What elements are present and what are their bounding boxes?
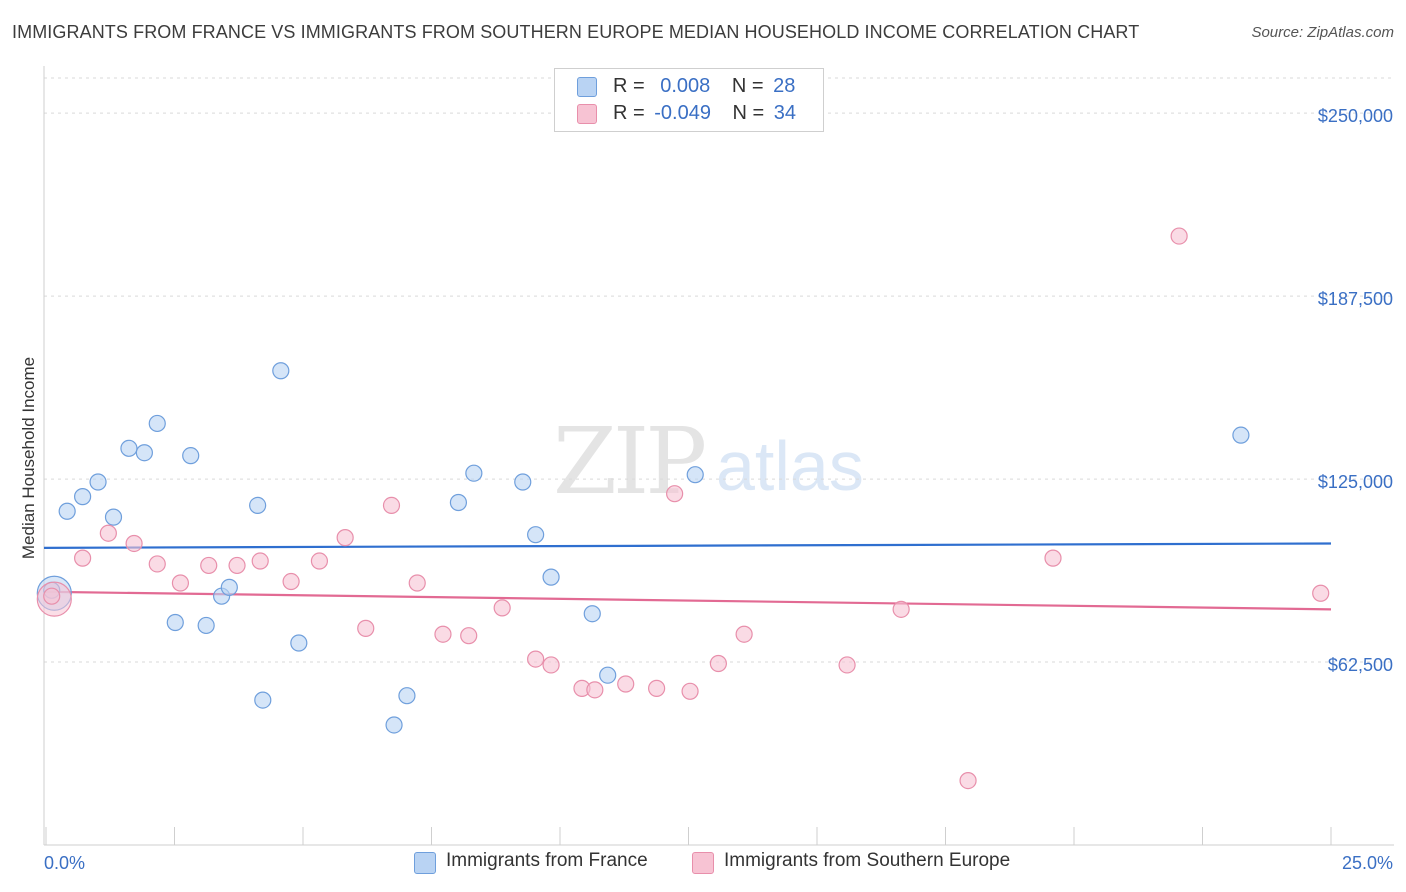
data-point-southern	[228, 556, 246, 575]
data-point-southern	[171, 574, 190, 592]
legend-swatch-southern	[577, 104, 597, 124]
data-point-southern	[1312, 584, 1330, 602]
data-point-southern	[892, 600, 910, 618]
data-point-southern	[617, 675, 635, 693]
data-point-france	[398, 687, 416, 705]
data-point-southern	[1170, 227, 1188, 245]
data-point-france	[249, 496, 267, 515]
y-tick-label: $187,500	[1318, 289, 1393, 309]
y-tick-label: $125,000	[1318, 472, 1393, 492]
watermark: ZIP atlas	[553, 408, 864, 515]
data-point-france	[148, 414, 166, 433]
watermark-zip: ZIP	[553, 408, 704, 515]
bottom-legend-label-france: Immigrants from France	[446, 850, 648, 871]
data-point-france	[58, 502, 76, 520]
data-point-southern	[959, 771, 977, 790]
trend-line-southern	[43, 590, 1332, 611]
x-tick-label-end: 25.0%	[1342, 853, 1393, 873]
data-point-southern	[282, 572, 300, 591]
data-point-france	[449, 493, 468, 512]
data-point-southern	[99, 524, 117, 542]
data-point-france	[89, 473, 107, 491]
data-point-france	[686, 466, 704, 484]
data-point-southern	[125, 534, 143, 553]
bottom-legend-swatch-france	[414, 852, 436, 874]
data-point-southern	[382, 496, 401, 515]
data-point-southern	[542, 656, 560, 674]
data-point-southern	[200, 556, 218, 575]
data-point-france	[385, 716, 403, 734]
data-point-southern	[709, 654, 727, 673]
data-point-southern	[493, 599, 511, 617]
y-tick-label: $62,500	[1328, 655, 1393, 675]
data-point-france	[220, 578, 238, 596]
data-point-southern	[357, 619, 375, 637]
data-point-southern	[838, 656, 856, 674]
data-point-france	[135, 444, 153, 462]
data-point-southern	[1044, 549, 1062, 567]
x-tick-label-start: 0.0%	[44, 853, 85, 873]
data-point-southern	[460, 627, 478, 645]
data-point-southern	[681, 682, 699, 700]
watermark-atlas: atlas	[716, 427, 864, 505]
data-point-southern	[408, 574, 426, 592]
data-point-southern	[43, 587, 61, 605]
chart-title: IMMIGRANTS FROM FRANCE VS IMMIGRANTS FRO…	[12, 22, 1140, 42]
y-tick-label: $250,000	[1318, 106, 1393, 126]
data-point-france	[254, 691, 272, 709]
data-point-france	[1232, 426, 1250, 444]
legend-france-n-value: 28	[773, 75, 796, 97]
trend-line-france	[43, 542, 1332, 549]
data-point-southern	[735, 625, 753, 643]
bottom-legend-swatch-southern	[692, 852, 714, 874]
data-point-france	[599, 666, 617, 684]
bottom-legend-label-southern: Immigrants from Southern Europe	[724, 850, 1011, 871]
legend-southern-n-label: N =	[732, 102, 765, 124]
legend-swatch-france	[577, 77, 597, 97]
data-point-southern	[648, 679, 666, 697]
data-point-southern	[527, 650, 545, 668]
data-point-france	[583, 605, 601, 623]
data-point-france	[104, 508, 123, 526]
legend-france-n-label: N =	[731, 75, 764, 97]
data-point-france	[74, 488, 92, 506]
data-point-southern	[251, 552, 269, 570]
legend-france-r-label: R =	[613, 75, 645, 97]
data-point-france	[527, 526, 545, 544]
correlation-legend: R = 0.008 N = 28 R = -0.049 N = 34	[554, 68, 824, 132]
data-point-southern	[310, 552, 329, 570]
data-point-southern	[148, 555, 166, 573]
data-point-france	[514, 473, 532, 491]
legend-southern-n-value: 34	[773, 102, 797, 124]
source-credit: Source: ZipAtlas.com	[1251, 24, 1394, 41]
data-point-france	[290, 634, 308, 652]
data-point-france	[272, 362, 290, 380]
data-point-france	[465, 464, 483, 482]
data-point-southern	[666, 485, 684, 503]
data-point-france	[197, 616, 215, 635]
data-point-france	[166, 613, 184, 632]
legend-southern-r-label: R =	[613, 102, 645, 124]
data-point-france	[182, 447, 200, 465]
legend-france-r-value: 0.008	[660, 75, 711, 97]
data-point-france	[120, 439, 138, 457]
data-point-southern	[336, 529, 354, 547]
y-axis-label: Median Household Income	[19, 357, 38, 559]
data-point-southern	[586, 681, 604, 699]
data-point-southern	[434, 625, 452, 643]
data-point-france	[542, 568, 560, 586]
data-point-southern	[74, 549, 92, 567]
legend-southern-r-value: -0.049	[654, 102, 711, 124]
